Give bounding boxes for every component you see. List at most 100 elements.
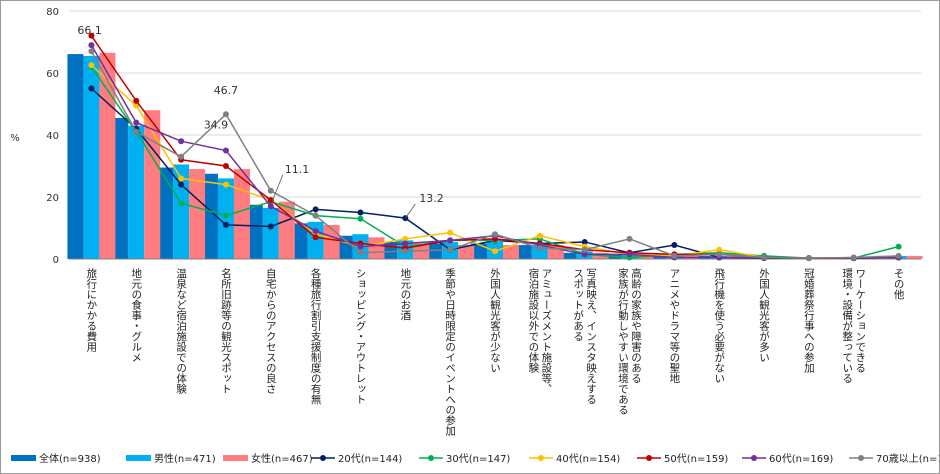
- x-category-label: 地元の食事・グルメ: [130, 267, 142, 362]
- x-category-label: ワーケーションできる: [854, 268, 866, 373]
- series-point-4-1: [133, 119, 140, 126]
- legend-swatch: [11, 455, 36, 461]
- x-category-label: 飛行機を使う必要がない: [713, 268, 725, 384]
- y-tick-label: 80: [46, 7, 59, 18]
- series-point-3-3: [222, 163, 229, 169]
- bar-2-6: [368, 237, 385, 259]
- x-category-label: 名所旧跡等の観光スポット: [220, 267, 232, 394]
- series-point-3-1: [133, 97, 140, 104]
- series-point-4-0: [88, 42, 95, 49]
- bar-1-1: [128, 125, 145, 259]
- bar-0-0: [67, 54, 84, 260]
- data-label: 13.2: [419, 192, 444, 205]
- series-point-4-4: [267, 203, 274, 210]
- legend-label: 男性(n=471): [154, 452, 216, 465]
- bar-0-3: [201, 173, 218, 259]
- data-label: 66.1: [77, 24, 102, 37]
- series-point-5-7: [402, 248, 409, 255]
- series-point-4-12: [626, 251, 633, 258]
- series-point-5-3: [222, 111, 229, 118]
- series-point-5-13: [671, 252, 678, 259]
- x-category-label: 旅行にかかる費用: [85, 267, 97, 353]
- bar-0-1: [112, 117, 129, 259]
- series-point-0-0: [88, 85, 95, 92]
- annotation-leader: [270, 174, 284, 205]
- series-point-5-10: [536, 245, 543, 252]
- bar-0-9: [471, 243, 487, 259]
- series-point-2-3: [222, 181, 229, 188]
- series-point-4-3: [222, 147, 229, 154]
- series-point-1-3: [222, 212, 229, 219]
- bar-0-8: [426, 243, 443, 259]
- series-point-5-1: [133, 128, 140, 135]
- bar-0-11: [560, 252, 577, 259]
- bar-1-3: [217, 178, 234, 259]
- bar-1-4: [262, 207, 279, 259]
- series-point-0-13: [671, 242, 678, 249]
- x-category-label: 地元のお酒: [399, 267, 411, 321]
- series-point-2-10: [536, 232, 543, 239]
- legend-swatch-marker: [428, 455, 434, 461]
- data-label: 34.9: [204, 119, 229, 132]
- data-label: 11.1: [285, 163, 310, 176]
- bar-2-1: [144, 110, 161, 259]
- x-category-label: 外国人観光客が少ない: [489, 268, 501, 373]
- y-tick-label: 20: [46, 193, 59, 204]
- bar-2-8: [458, 245, 475, 259]
- series-point-5-9: [492, 231, 498, 238]
- y-tick-label: 40: [46, 131, 59, 142]
- bar-2-9: [503, 245, 519, 259]
- series-point-2-9: [492, 248, 498, 255]
- series-point-2-8: [447, 229, 454, 236]
- series-point-5-16: [805, 255, 812, 262]
- series-point-4-8: [447, 237, 454, 244]
- series-point-4-7: [402, 240, 409, 247]
- series-point-4-6: [357, 243, 364, 250]
- series-point-5-8: [447, 246, 454, 253]
- data-label: 46.7: [214, 84, 239, 97]
- series-point-0-6: [357, 209, 364, 216]
- legend-swatch-marker: [646, 455, 652, 461]
- x-category-label: スポットがある: [572, 268, 584, 342]
- bar-2-2: [189, 169, 206, 259]
- bar-0-5: [291, 223, 308, 259]
- series-point-5-6: [357, 249, 364, 256]
- legend: 全体(n=938) 男性(n=471) 女性(n=467) 20代(n=144) 30代…: [11, 452, 939, 465]
- legend-label: 20代(n=144): [338, 453, 402, 465]
- series-point-5-4: [267, 187, 274, 194]
- x-category-label: 写真映え、インスタ映えする: [585, 268, 597, 405]
- bar-2-18: [906, 255, 923, 259]
- series-point-0-2: [178, 181, 185, 188]
- x-category-label: 環境・設備が整っている: [841, 268, 853, 384]
- series-point-2-0: [88, 62, 95, 69]
- bar-0-13: [650, 255, 667, 259]
- legend-label: 女性(n=467): [251, 452, 313, 465]
- y-tick-label: 0: [53, 255, 59, 266]
- series-point-3-5: [312, 234, 319, 241]
- x-category-label: 自宅からのアクセスの良さ: [265, 267, 277, 394]
- legend-label: 40代(n=154): [556, 453, 620, 465]
- series-point-2-2: [178, 175, 185, 182]
- x-category-label: 各種旅行割引支援制度の有無: [310, 267, 322, 405]
- series-point-0-11: [581, 238, 588, 245]
- series-point-4-2: [178, 138, 185, 145]
- series-point-1-6: [357, 215, 364, 222]
- bar-0-10: [515, 245, 532, 259]
- series-point-3-0: [88, 32, 95, 39]
- x-category-label: その他: [893, 268, 905, 300]
- x-category-label: 冠婚葬祭行事への参加: [803, 268, 815, 373]
- series-point-2-14: [716, 246, 723, 253]
- series-point-1-18: [895, 243, 902, 250]
- series-point-5-2: [178, 153, 185, 160]
- x-category-label: 宿泊施設以外での体験: [527, 267, 539, 374]
- legend-label: 60代(n=169): [769, 453, 833, 465]
- x-category-label: 外国人観光客が多い: [758, 268, 770, 363]
- legend-swatch-marker: [320, 455, 326, 461]
- series-point-5-18: [895, 252, 902, 259]
- bar-1-0: [83, 55, 100, 260]
- series-point-5-12: [626, 235, 633, 242]
- series-point-5-0: [88, 48, 95, 55]
- bar-0-2: [157, 167, 174, 259]
- legend-label: 50代(n=159): [664, 453, 728, 465]
- bar-0-4: [246, 204, 263, 259]
